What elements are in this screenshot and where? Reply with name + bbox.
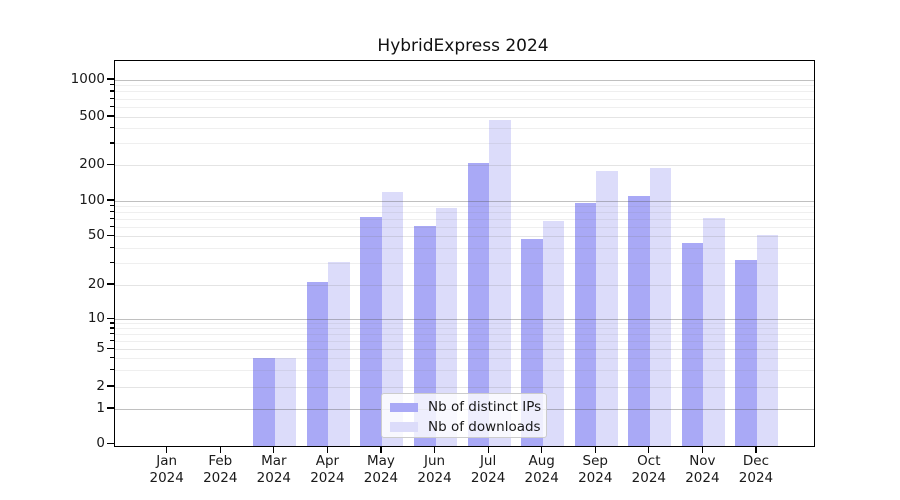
bar-downloads-may [381, 191, 404, 446]
y-minortick-9 [109, 322, 114, 324]
legend-swatch-downloads [390, 422, 418, 432]
bar-downloads-jun [435, 207, 458, 446]
y-tick-10 [107, 317, 114, 319]
bar-distinct-ips-apr [306, 282, 329, 446]
bar-downloads-apr [328, 261, 350, 446]
y-minortick-400 [109, 127, 114, 129]
legend-item-distinct-ips: Nb of distinct IPs [390, 398, 542, 418]
legend-item-downloads: Nb of downloads [390, 417, 541, 437]
x-tick-aug [541, 446, 543, 453]
y-minortick-900 [109, 84, 114, 86]
y-minortick-600 [109, 105, 114, 107]
x-tick-label-sep: Sep 2024 [578, 453, 613, 486]
y-tick-label-500: 500 [79, 107, 105, 124]
y-tick-100 [107, 199, 114, 201]
y-tick-5 [107, 347, 114, 349]
x-tick-jan [166, 446, 168, 453]
legend-label-distinct-ips: Nb of distinct IPs [428, 399, 542, 416]
chart-title: HybridExpress 2024 [377, 36, 549, 56]
legend: Nb of distinct IPs Nb of downloads [381, 392, 547, 438]
legend-label-downloads: Nb of downloads [428, 418, 541, 435]
y-tick-label-10: 10 [87, 309, 105, 326]
legend-swatch-distinct-ips [390, 402, 418, 412]
x-tick-label-jul: Jul 2024 [470, 453, 506, 486]
bar-downloads-jul [489, 120, 511, 446]
y-minortick-300 [109, 142, 114, 144]
bar-downloads-mar [274, 358, 297, 446]
y-minortick-70 [109, 217, 114, 220]
x-tick-dec [755, 446, 757, 453]
x-tick-jul [487, 446, 489, 453]
y-tick-20 [107, 283, 114, 285]
bar-distinct-ips-sep [574, 203, 597, 446]
y-minortick-8 [109, 327, 114, 329]
bar-distinct-ips-jun [414, 226, 436, 446]
y-minortick-4 [109, 356, 114, 359]
x-tick-label-feb: Feb 2024 [203, 453, 238, 486]
y-tick-label-200: 200 [79, 155, 105, 172]
y-tick-200 [107, 163, 114, 165]
bar-distinct-ips-mar [253, 358, 275, 446]
y-tick-50 [107, 235, 114, 237]
y-tick-0 [107, 442, 114, 445]
x-tick-feb [219, 446, 221, 453]
y-minortick-40 [109, 246, 114, 249]
x-tick-may [380, 446, 382, 453]
bar-downloads-dec [756, 234, 779, 446]
x-tick-mar [273, 446, 275, 453]
x-tick-oct [648, 446, 650, 453]
y-minortick-60 [109, 225, 114, 227]
bar-distinct-ips-may [360, 216, 382, 446]
y-tick-2 [107, 385, 114, 387]
y-tick-label-20: 20 [87, 275, 105, 292]
bar-distinct-ips-nov [681, 243, 704, 446]
y-minortick-90 [109, 204, 114, 207]
bar-distinct-ips-jul [467, 163, 490, 446]
x-tick-label-oct: Oct 2024 [631, 453, 666, 486]
y-tick-1 [107, 407, 114, 409]
y-tick-label-100: 100 [79, 191, 105, 208]
x-tick-sep [594, 446, 596, 453]
bar-downloads-oct [649, 167, 672, 446]
y-minortick-700 [109, 97, 114, 99]
y-tick-label-2: 2 [96, 377, 105, 394]
y-minortick-7 [109, 333, 114, 335]
x-tick-apr [326, 446, 328, 453]
bars-layer [115, 61, 814, 446]
x-tick-label-jan: Jan 2024 [149, 453, 184, 486]
x-tick-label-jun: Jun 2024 [417, 453, 452, 486]
y-tick-label-5: 5 [96, 339, 105, 356]
y-minortick-30 [109, 262, 114, 264]
bar-downloads-aug [542, 220, 565, 446]
x-tick-jun [433, 446, 436, 453]
y-tick-label-0: 0 [96, 435, 105, 451]
y-minortick-6 [109, 339, 114, 342]
y-tick-label-1: 1 [96, 399, 105, 416]
y-tick-label-1000: 1000 [70, 70, 105, 87]
y-minortick-800 [109, 90, 114, 92]
x-tick-label-mar: Mar 2024 [256, 453, 291, 486]
bar-downloads-nov [703, 217, 725, 446]
y-minortick-80 [109, 210, 114, 213]
x-tick-label-aug: Aug 2024 [524, 453, 559, 486]
y-tick-500 [107, 115, 114, 117]
y-tick-label-50: 50 [87, 227, 105, 244]
plot-area: Nb of distinct IPs Nb of downloads [113, 60, 815, 447]
x-tick-label-nov: Nov 2024 [685, 453, 720, 486]
x-tick-label-dec: Dec 2024 [738, 453, 774, 486]
y-tick-1000 [107, 78, 114, 80]
bar-distinct-ips-dec [735, 260, 757, 446]
x-tick-nov [701, 446, 703, 453]
bar-distinct-ips-oct [628, 196, 650, 446]
x-tick-label-apr: Apr 2024 [310, 453, 345, 486]
x-tick-label-may: May 2024 [363, 453, 399, 486]
y-minortick-3 [109, 368, 114, 370]
bar-downloads-sep [596, 170, 618, 446]
